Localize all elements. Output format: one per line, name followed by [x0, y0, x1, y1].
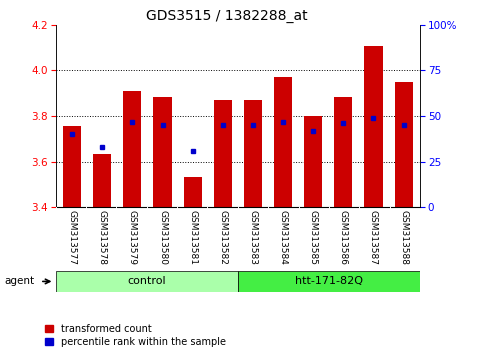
Bar [56, 271, 238, 292]
Bar [184, 177, 202, 207]
Text: GDS3515 / 1382288_at: GDS3515 / 1382288_at [146, 9, 308, 23]
Text: agent: agent [5, 276, 35, 286]
Text: htt-171-82Q: htt-171-82Q [295, 276, 363, 286]
Bar [365, 46, 383, 207]
Bar [304, 116, 322, 207]
Text: GSM313579: GSM313579 [128, 210, 137, 265]
Bar [244, 100, 262, 207]
Text: GSM313585: GSM313585 [309, 210, 318, 265]
Bar [334, 97, 353, 207]
Legend: transformed count, percentile rank within the sample: transformed count, percentile rank withi… [43, 322, 228, 349]
Text: GSM313586: GSM313586 [339, 210, 348, 265]
Bar [238, 271, 420, 292]
Text: GSM313577: GSM313577 [68, 210, 77, 265]
Text: GSM313587: GSM313587 [369, 210, 378, 265]
Bar [274, 77, 292, 207]
Text: GSM313578: GSM313578 [98, 210, 107, 265]
Bar [214, 100, 232, 207]
Text: control: control [128, 276, 166, 286]
Text: GSM313581: GSM313581 [188, 210, 197, 265]
Bar [123, 91, 142, 207]
Bar [63, 126, 81, 207]
Bar [93, 154, 111, 207]
Text: GSM313582: GSM313582 [218, 210, 227, 265]
Text: GSM313588: GSM313588 [399, 210, 408, 265]
Bar [154, 97, 171, 207]
Text: GSM313580: GSM313580 [158, 210, 167, 265]
Text: GSM313584: GSM313584 [279, 210, 287, 265]
Bar [395, 82, 412, 207]
Text: GSM313583: GSM313583 [248, 210, 257, 265]
